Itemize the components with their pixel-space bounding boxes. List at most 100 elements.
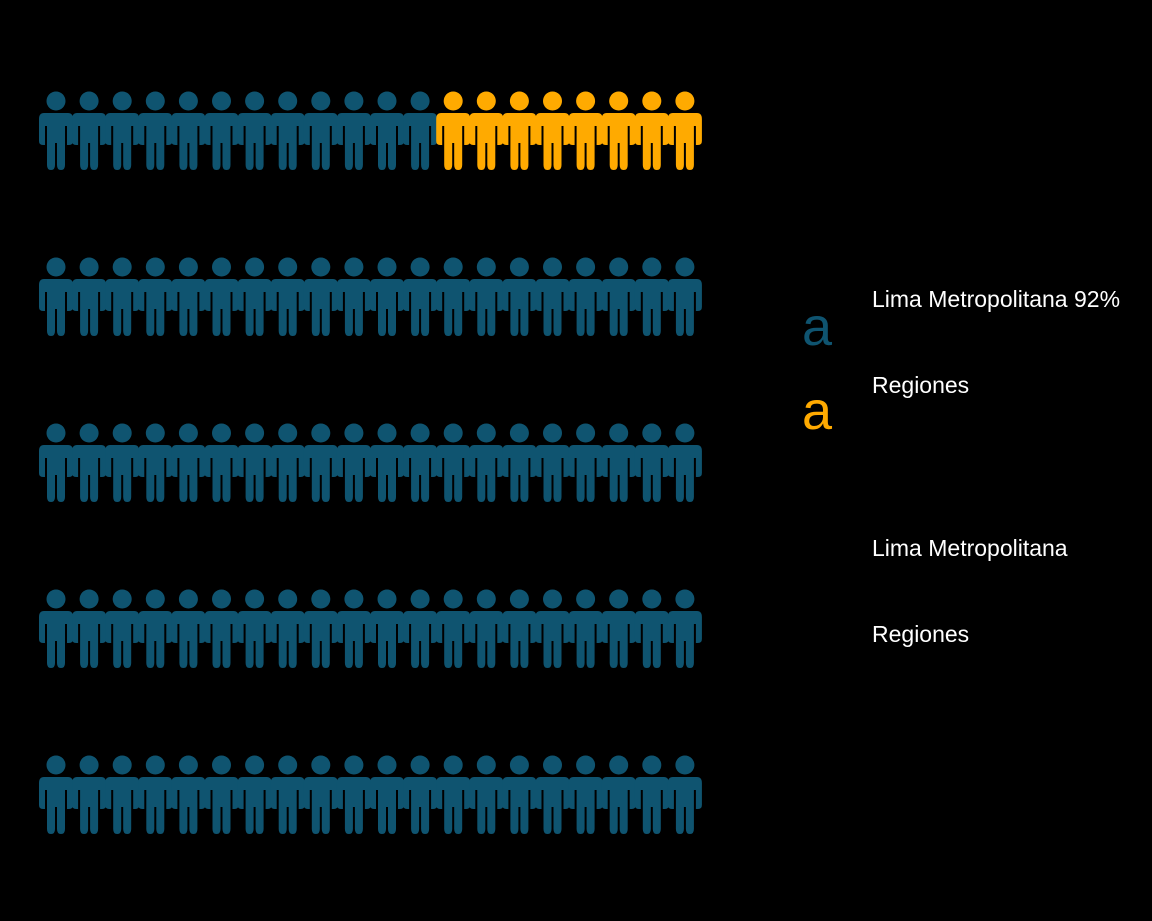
person-icon-primary <box>270 91 305 170</box>
person-icon-primary <box>601 755 636 834</box>
person-icon-primary <box>370 755 404 834</box>
person-icon-primary <box>667 755 702 834</box>
person-icon-primary <box>72 423 107 502</box>
person-icon-primary <box>370 423 404 502</box>
person-icon-primary <box>303 423 338 502</box>
person-icon-secondary <box>634 91 669 170</box>
person-icon-primary <box>370 91 404 170</box>
person-icon-primary <box>105 423 140 502</box>
person-icon-primary <box>105 91 140 170</box>
legend-label-regiones-2: Regiones <box>872 621 970 647</box>
person-icon-primary <box>403 91 438 170</box>
person-icon-primary <box>502 423 537 502</box>
person-icon-primary <box>204 91 239 170</box>
person-icon-primary <box>403 755 438 834</box>
person-icon-primary <box>171 755 206 834</box>
person-icon-primary <box>469 423 504 502</box>
person-icon-primary <box>138 91 173 170</box>
person-icon-primary <box>469 589 504 668</box>
person-icon-primary <box>469 257 504 336</box>
person-icon-primary <box>436 589 471 668</box>
person-icon-primary <box>105 755 140 834</box>
person-icon-primary <box>171 589 206 668</box>
person-icon-secondary <box>436 91 471 170</box>
person-icon-primary <box>72 589 107 668</box>
person-icon-primary <box>72 257 107 336</box>
person-icon-primary <box>204 423 239 502</box>
person-icon-primary <box>403 257 438 336</box>
person-icon-primary <box>105 589 140 668</box>
person-icon-primary <box>502 755 537 834</box>
legend-label-lima-metropolitana: Lima Metropolitana 92% <box>872 286 1121 312</box>
legend-label-lima-metropolitana-2: Lima Metropolitana <box>872 535 1068 561</box>
legend-swatch-primary: a <box>802 297 833 357</box>
pictogram-row-4 <box>39 589 702 668</box>
person-icon-primary <box>171 423 206 502</box>
person-icon-primary <box>436 755 471 834</box>
person-icon-primary <box>634 755 669 834</box>
person-icon-secondary <box>667 91 702 170</box>
pictogram-row-2 <box>39 257 702 336</box>
pictogram-row-3 <box>39 423 702 502</box>
person-icon-primary <box>237 257 272 336</box>
person-icon-primary <box>270 423 305 502</box>
person-icon-primary <box>667 257 702 336</box>
person-icon-primary <box>39 257 73 336</box>
person-icon-primary <box>370 257 404 336</box>
person-icon-primary <box>667 423 702 502</box>
person-icon-secondary <box>568 91 603 170</box>
person-icon-primary <box>303 589 338 668</box>
person-icon-primary <box>138 257 173 336</box>
person-icon-secondary <box>601 91 636 170</box>
person-icon-primary <box>601 257 636 336</box>
person-icon-primary <box>138 755 173 834</box>
person-icon-primary <box>436 257 471 336</box>
person-icon-primary <box>403 589 438 668</box>
person-icon-primary <box>568 257 603 336</box>
pictogram-grid <box>39 91 702 834</box>
person-icon-primary <box>568 589 603 668</box>
person-icon-primary <box>601 589 636 668</box>
person-icon-primary <box>535 423 570 502</box>
person-icon-secondary <box>535 91 570 170</box>
person-icon-primary <box>336 755 371 834</box>
person-icon-primary <box>72 755 107 834</box>
person-icon-primary <box>138 589 173 668</box>
person-icon-primary <box>237 91 272 170</box>
person-icon-primary <box>336 257 371 336</box>
person-icon-primary <box>171 257 206 336</box>
person-icon-primary <box>39 91 73 170</box>
person-icon-primary <box>568 423 603 502</box>
person-icon-primary <box>237 423 272 502</box>
person-icon-primary <box>303 257 338 336</box>
legend-label-regiones: Regiones <box>872 372 970 398</box>
legend-swatch-secondary: a <box>802 381 833 441</box>
person-icon-primary <box>237 589 272 668</box>
person-icon-primary <box>403 423 438 502</box>
person-icon-primary <box>39 423 73 502</box>
person-icon-primary <box>336 91 371 170</box>
person-icon-primary <box>138 423 173 502</box>
person-icon-primary <box>336 423 371 502</box>
person-icon-primary <box>634 257 669 336</box>
person-icon-primary <box>270 257 305 336</box>
person-icon-primary <box>303 755 338 834</box>
pictogram-row-1 <box>39 91 702 170</box>
person-icon-primary <box>667 589 702 668</box>
person-icon-secondary <box>502 91 537 170</box>
person-icon-primary <box>72 91 107 170</box>
person-icon-primary <box>601 423 636 502</box>
person-icon-primary <box>237 755 272 834</box>
person-icon-primary <box>270 589 305 668</box>
person-icon-primary <box>204 755 239 834</box>
person-icon-primary <box>502 589 537 668</box>
pictogram-row-5 <box>39 755 702 834</box>
person-icon-secondary <box>469 91 504 170</box>
person-icon-primary <box>535 257 570 336</box>
person-icon-primary <box>436 423 471 502</box>
person-icon-primary <box>568 755 603 834</box>
person-icon-primary <box>270 755 305 834</box>
person-icon-primary <box>204 589 239 668</box>
person-icon-primary <box>535 755 570 834</box>
